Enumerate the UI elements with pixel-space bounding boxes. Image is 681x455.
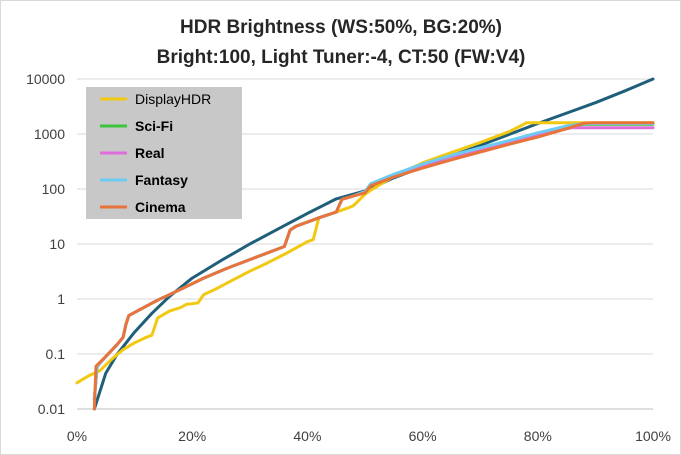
legend: DisplayHDR Sci-Fi Real Fantasy Cinema [86, 87, 242, 219]
y-tick-label: 1000 [34, 126, 65, 142]
x-tick-label: 0% [67, 428, 87, 444]
series-line-pq-reference [92, 77, 655, 411]
series-line-displayhdr [75, 121, 655, 385]
legend-label: Sci-Fi [135, 118, 173, 134]
legend-label: DisplayHDR [135, 91, 211, 107]
x-tick-label: 40% [293, 428, 321, 444]
x-tick-label: 80% [524, 428, 552, 444]
y-tick-label: 0.01 [38, 401, 65, 417]
legend-label: Fantasy [135, 172, 188, 188]
x-tick-label: 100% [635, 428, 671, 444]
chart-title-line2: Bright:100, Light Tuner:-4, CT:50 (FW:V4… [157, 47, 526, 68]
y-tick-label: 0.1 [46, 346, 66, 362]
legend-label: Cinema [135, 199, 186, 215]
y-tick-label: 1 [57, 291, 65, 307]
y-tick-label: 10000 [26, 71, 65, 87]
series-line-cinema [92, 121, 655, 411]
x-tick-label: 20% [178, 428, 206, 444]
chart-title-line1: HDR Brightness (WS:50%, BG:20%) [180, 17, 502, 38]
y-tick-label: 10 [49, 236, 65, 252]
x-tick-label: 60% [409, 428, 437, 444]
axis-ticks: 0.01 0.1 1 10 100 1000 10000 0% 20% 40% 60% 80% 100% [26, 71, 671, 444]
y-tick-label: 100 [42, 181, 66, 197]
legend-label: Real [135, 145, 165, 161]
series-lines [75, 77, 655, 411]
